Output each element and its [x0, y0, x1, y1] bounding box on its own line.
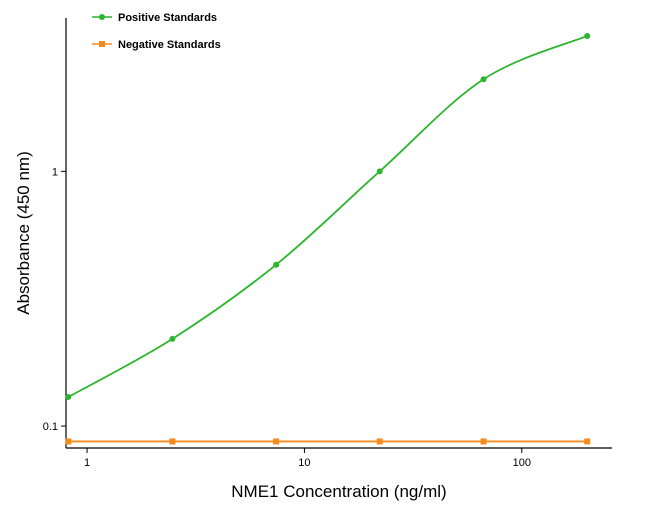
y-tick-label-0: 0.1 [43, 421, 58, 433]
legend-positive-label: Positive Standards [118, 12, 217, 24]
y-tick-label-1: 1 [52, 166, 58, 178]
series-1-point-5 [584, 438, 591, 445]
x-tick-label-1: 10 [298, 457, 310, 469]
series-0-point-4 [480, 76, 487, 83]
x-tick-label-2: 100 [513, 457, 531, 469]
series-0-point-1 [169, 335, 176, 342]
series-0-point-3 [376, 168, 383, 175]
x-axis-title: NME1 Concentration (ng/ml) [231, 482, 446, 501]
legend-negative-marker [99, 41, 105, 47]
x-tick-label-0: 1 [84, 457, 90, 469]
series-1-point-3 [376, 438, 383, 445]
series-line-0 [67, 35, 588, 398]
legend: Positive Standards Negative Standards [92, 12, 221, 51]
series-0-point-5 [584, 32, 591, 39]
y-axis-title: Absorbance (450 nm) [14, 151, 33, 314]
series-1-point-4 [480, 438, 487, 445]
data-points [65, 32, 591, 445]
ticks: 1 10 100 0.1 1 [43, 166, 531, 469]
legend-item-negative: Negative Standards [92, 39, 221, 51]
series-0-point-2 [273, 261, 280, 268]
legend-negative-label: Negative Standards [118, 39, 221, 51]
series-1-point-0 [65, 438, 72, 445]
series-1-point-1 [169, 438, 176, 445]
legend-item-positive: Positive Standards [92, 12, 217, 24]
series-1-point-2 [273, 438, 280, 445]
fit-curves [67, 35, 588, 443]
series-0-point-0 [65, 394, 72, 401]
legend-positive-marker [99, 14, 105, 20]
axes [65, 18, 612, 449]
